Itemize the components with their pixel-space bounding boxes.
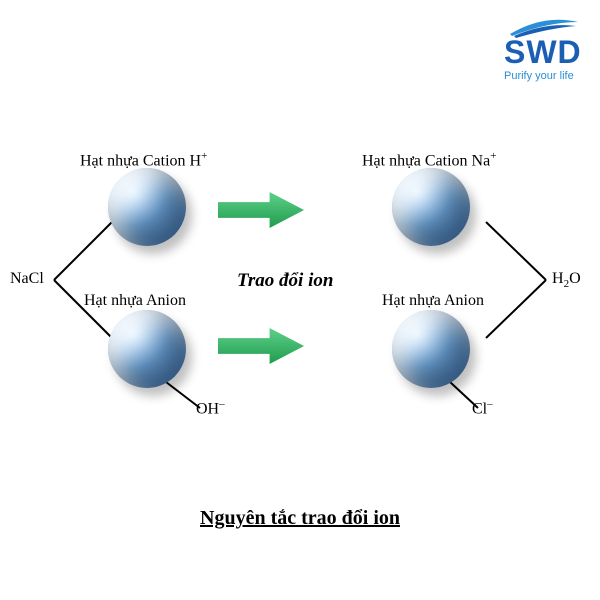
logo-tagline: Purify your life [504,70,582,82]
sphere-left-top [108,168,186,246]
sphere-left-bot [108,310,186,388]
label-left-cation: Hạt nhựa Cation H+ [80,150,207,170]
logo-swoosh-icon [504,12,582,40]
center-caption: Trao đổi ion [237,270,333,292]
arrow-top [218,192,304,233]
logo-text: SWD [504,36,582,68]
ion-exchange-diagram: Hạt nhựa Cation H+ Hạt nhựa Anion Hạt nh… [0,130,600,470]
label-left-anion: Hạt nhựa Anion [84,292,186,310]
brand-logo: SWD Purify your life [504,12,582,82]
label-right-cation: Hạt nhựa Cation Na+ [362,150,496,170]
figure-caption: Nguyên tắc trao đổi ion [0,507,600,530]
label-nacl: NaCl [10,270,44,288]
label-h2o: H2O [552,270,581,290]
sphere-right-bot [392,310,470,388]
sphere-right-top [392,168,470,246]
label-cl: Cl– [472,398,493,418]
arrow-bottom [218,328,304,369]
label-right-anion: Hạt nhựa Anion [382,292,484,310]
label-oh: OH– [196,398,225,418]
